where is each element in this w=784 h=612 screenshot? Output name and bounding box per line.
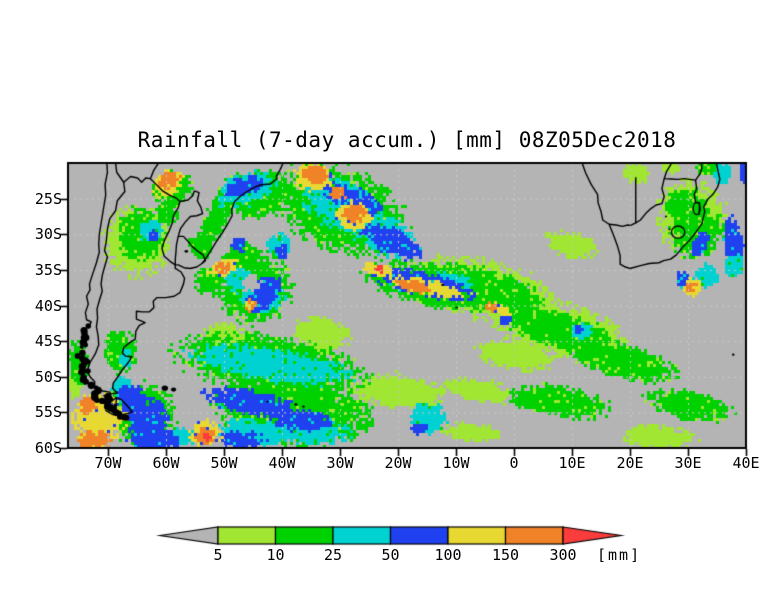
y-axis-tick-label: 50S — [34, 367, 62, 386]
y-axis-tick-label: 30S — [34, 225, 62, 244]
x-axis-tick-label: 20W — [384, 454, 412, 472]
colorbar-boundary-label: 25 — [323, 546, 343, 564]
x-axis-tick-label: 30E — [674, 454, 702, 472]
x-axis-tick-label: 10W — [442, 454, 470, 472]
colorbar-boundary-label: 300 — [549, 546, 577, 564]
y-axis-tick-label: 60S — [34, 439, 62, 457]
y-axis-tick-label: 45S — [34, 332, 62, 351]
x-axis-tick-label: 20E — [616, 454, 644, 472]
x-axis-tick-label: 40W — [268, 454, 296, 472]
x-axis-tick-label: 30W — [326, 454, 354, 472]
y-axis-tick-label: 40S — [34, 296, 62, 315]
colorbar-boundary-label: 10 — [266, 546, 285, 564]
colorbar-boundary-label: 150 — [491, 546, 520, 564]
colorbar-boundary-label: 5 — [213, 546, 223, 564]
colorbar-boundary-label: 50 — [381, 546, 400, 564]
colorbar-boundary-label: 100 — [434, 546, 462, 564]
colorbar-unit-label: [mm] — [597, 546, 642, 564]
x-axis-tick-label: 0 — [509, 454, 519, 472]
chart-title: Rainfall (7-day accum.) [mm] 08Z05Dec201… — [137, 128, 677, 152]
x-axis-tick-label: 70W — [94, 454, 122, 472]
y-axis-tick-label: 25S — [34, 189, 62, 208]
y-axis-tick-label: 55S — [34, 403, 62, 422]
x-axis-tick-label: 40E — [732, 454, 760, 472]
y-axis-tick-label: 35S — [34, 260, 62, 279]
x-axis-tick-label: 10E — [558, 454, 586, 472]
x-axis-tick-label: 60W — [152, 454, 180, 472]
x-axis-tick-label: 50W — [210, 454, 238, 472]
